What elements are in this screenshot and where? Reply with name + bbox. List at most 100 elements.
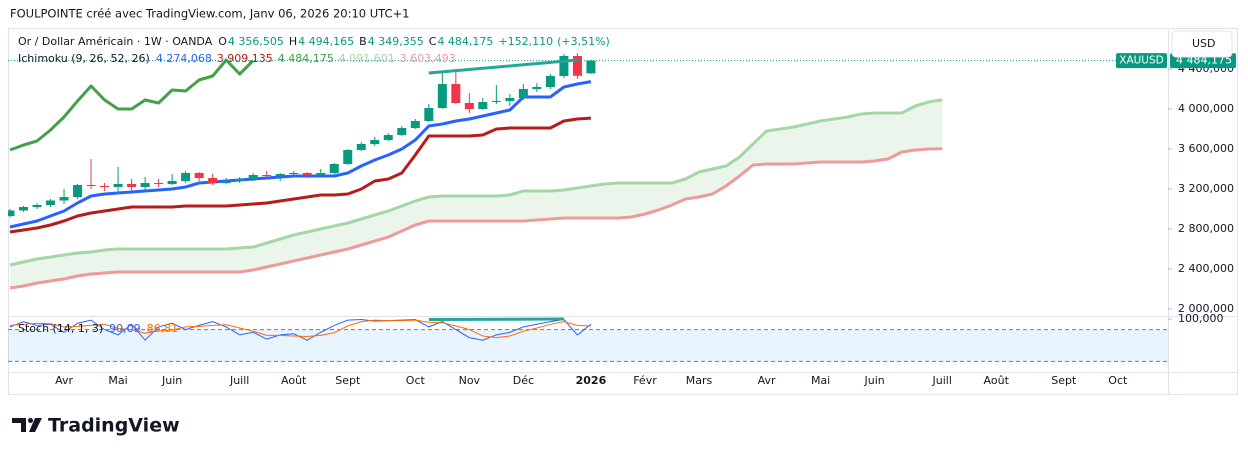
legend-change: +152,110 <box>498 35 553 48</box>
x-tick-label: Juill <box>229 374 249 387</box>
candle-body <box>59 197 69 201</box>
ichimoku-line <box>9 147 943 290</box>
ichimoku-line <box>9 80 592 229</box>
candle-body <box>478 102 488 109</box>
candle-body <box>86 185 96 186</box>
legend-value: 4 349,355 <box>368 35 424 48</box>
trend-line <box>428 58 578 75</box>
candle-body <box>167 181 177 184</box>
symbol-label: XAUUSD <box>1119 55 1164 67</box>
y-tick-label: 4 000,000 <box>1178 102 1234 115</box>
candle-body <box>248 175 258 179</box>
logo <box>12 418 42 432</box>
candle-body <box>46 200 56 205</box>
indicator-value: 4 091,601 <box>339 52 395 65</box>
candle-body <box>127 184 137 187</box>
candle-body <box>491 101 501 102</box>
x-tick-label: Mai <box>108 374 127 387</box>
x-tick-label: Nov <box>459 374 481 387</box>
legend-prefix: B <box>359 35 367 48</box>
x-tick-label: Avr <box>55 374 73 387</box>
legend-value: 4 356,505 <box>228 35 284 48</box>
y-tick-label: 100,000 <box>1178 312 1224 325</box>
ichimoku-line <box>9 58 255 152</box>
time-axis: Avr Mai Juin Juill Août Sept Oct Nov Déc 2026 Févr… <box>55 374 1176 387</box>
footer-brand: TradingView <box>48 415 180 437</box>
candle-body <box>383 135 393 140</box>
indicator-name: Stoch (14, 1, 3) <box>18 322 103 335</box>
candle-body <box>329 164 339 173</box>
x-tick-label: Sept <box>335 374 361 387</box>
legend-prefix: C <box>429 35 437 48</box>
candle-body <box>586 60 596 74</box>
indicator-value: 86,81 <box>147 322 179 335</box>
candle-body <box>343 150 353 164</box>
legend-change-pct: (+3,51%) <box>557 35 610 48</box>
indicator-value: 4 484,175 <box>278 52 334 65</box>
x-tick-label: Févr <box>633 374 657 387</box>
indicator-name: Ichimoku (9, 26, 52, 26) <box>18 52 150 65</box>
candle-body <box>559 56 569 76</box>
legend-value: 4 484,175 <box>437 35 493 48</box>
x-tick-label: Déc <box>513 374 534 387</box>
y-tick-label: 2 800,000 <box>1178 222 1234 235</box>
ichimoku-cloud <box>10 99 943 288</box>
candle-body <box>410 121 420 128</box>
candle-body <box>356 144 366 150</box>
candle-body <box>424 108 434 121</box>
candle-body <box>289 173 299 174</box>
indicator-value: 3 909,135 <box>217 52 273 65</box>
x-tick-label: Juin <box>161 374 182 387</box>
candle-body <box>545 76 555 87</box>
candle-body <box>518 89 528 98</box>
candle-body <box>19 207 29 211</box>
legend-prefix: H <box>289 35 297 48</box>
x-tick-label: Oct <box>1108 374 1128 387</box>
candle-body <box>532 87 542 89</box>
symbol-box <box>1116 53 1167 69</box>
legend-prefix: O <box>218 35 227 48</box>
indicator-value: 4 274,068 <box>156 52 212 65</box>
main-pane <box>8 53 1168 290</box>
candle-body <box>316 173 326 175</box>
x-tick-label: Oct <box>406 374 426 387</box>
trend-line <box>428 317 564 322</box>
y-tick-label: 2 000,000 <box>1178 302 1234 315</box>
candle-body <box>113 184 123 187</box>
candle-body <box>302 173 312 175</box>
x-tick-label: N <box>1168 374 1176 387</box>
x-tick-label: Juill <box>931 374 951 387</box>
candle-body <box>100 186 110 187</box>
candle-body <box>32 205 42 207</box>
x-tick-label: 2026 <box>576 374 607 387</box>
candle-body <box>194 173 204 178</box>
x-tick-label: Mars <box>686 374 713 387</box>
ichimoku-line <box>9 98 943 267</box>
candle-body <box>154 183 164 184</box>
x-tick-label: Avr <box>758 374 776 387</box>
currency-button[interactable] <box>1171 30 1233 58</box>
x-tick-label: Août <box>984 374 1010 387</box>
candle-body <box>275 174 285 176</box>
candle-body <box>208 178 218 183</box>
y-tick-label: 2 400,000 <box>1178 262 1234 275</box>
candle-body <box>8 210 15 216</box>
candle-body <box>437 84 447 108</box>
candle-body <box>370 140 380 144</box>
band-fill <box>8 329 1168 362</box>
candle-body <box>397 128 407 135</box>
stoch-line <box>9 319 591 339</box>
indicator-value: 3 603,493 <box>400 52 456 65</box>
currency[interactable]: USD <box>1192 37 1216 50</box>
x-tick-label: Août <box>281 374 307 387</box>
y-tick-label: 3 600,000 <box>1178 142 1234 155</box>
candle-body <box>235 179 245 181</box>
legend-value: 4 494,165 <box>298 35 354 48</box>
candle-body <box>181 173 191 181</box>
candle-body <box>262 175 272 176</box>
candle-body <box>221 181 231 183</box>
stoch-line <box>9 318 592 341</box>
stoch-pane <box>8 317 1168 362</box>
